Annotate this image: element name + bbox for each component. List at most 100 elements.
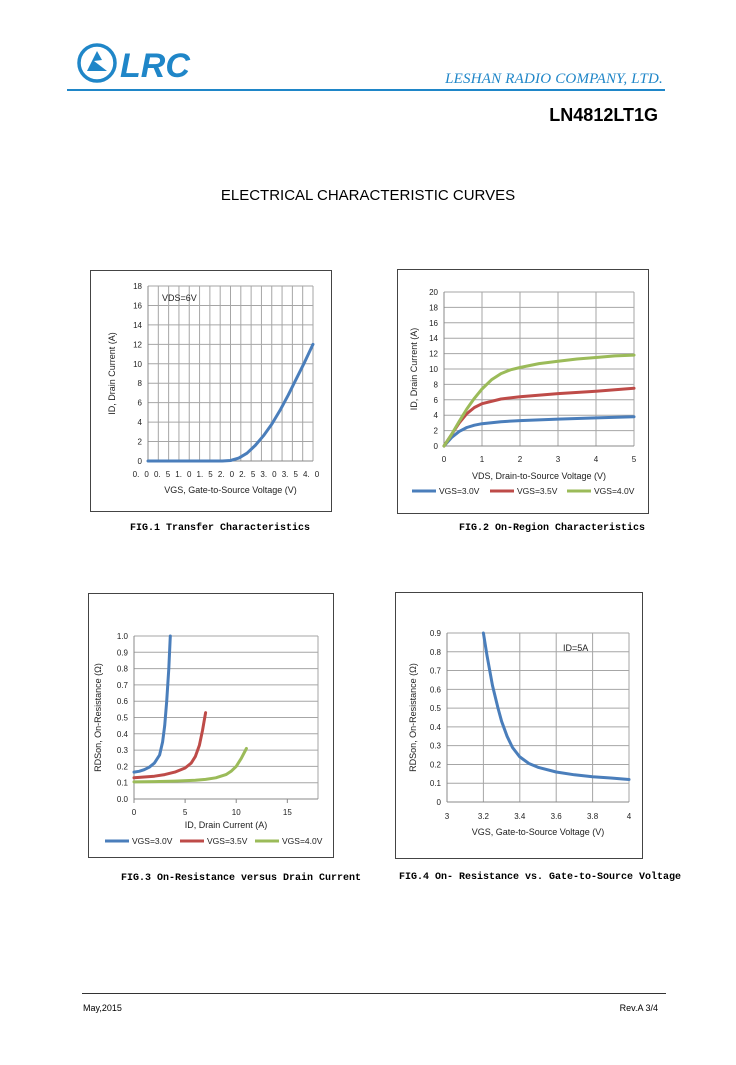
fig3-x-axis-label: ID, Drain Current (A) (185, 820, 268, 830)
fig3-x-tick-label: 5 (183, 808, 188, 817)
fig1-y-tick-label: 4 (138, 418, 143, 427)
fig4-y-tick-label: 0.1 (430, 779, 442, 788)
fig4-y-tick-label: 0.3 (430, 742, 442, 751)
fig1-x-tick-label: 5 (293, 470, 298, 479)
fig4-y-tick-label: 0.4 (430, 723, 442, 732)
fig4-x-tick-label: 3.4 (514, 812, 526, 821)
fig3-legend-label: VGS=4.0V (282, 836, 323, 846)
fig1-y-tick-label: 8 (138, 379, 143, 388)
fig2-y-tick-label: 18 (429, 303, 438, 312)
fig4-y-tick-label: 0.7 (430, 667, 442, 676)
fig3-y-tick-label: 0.4 (117, 730, 129, 739)
fig2-chart: 0 2 4 6 8 10 12 14 16 18 20 0 1 2 3 4 5 VDS, Drain-to-Sou… (397, 269, 649, 514)
fig1-y-axis-label: ID, Drain Current (A) (107, 332, 117, 415)
fig1-y-tick-label: 16 (133, 301, 142, 310)
fig2-y-tick-label: 4 (434, 411, 439, 420)
fig3-y-tick-label: 0.6 (117, 697, 129, 706)
fig3-y-tick-label: 0.1 (117, 779, 129, 788)
fig1-y-tick-label: 18 (133, 282, 142, 291)
fig2-y-tick-label: 0 (434, 442, 439, 451)
fig2-legend-label: VGS=3.0V (439, 486, 480, 496)
fig1-y-tick-label: 2 (138, 438, 143, 447)
fig2-x-tick-label: 1 (480, 455, 485, 464)
fig3-caption: FIG.3 On-Resistance versus Drain Current (121, 873, 362, 884)
fig2-y-tick-label: 8 (434, 380, 439, 389)
fig1-x-axis-label: VGS, Gate-to-Source Voltage (V) (164, 485, 297, 495)
fig2-series-line-0 (442, 415, 636, 448)
fig2-y-tick-label: 12 (429, 350, 438, 359)
footer-revision: Rev.A 3/4 (619, 1003, 658, 1013)
fig2-legend-label: VGS=4.0V (594, 486, 635, 496)
fig2-y-tick-label: 16 (429, 319, 438, 328)
fig1-series-line-0 (146, 342, 315, 463)
fig1-y-tick-label: 6 (138, 399, 143, 408)
fig1-caption: FIG.1 Transfer Characteristics (130, 523, 311, 534)
fig2-y-tick-label: 14 (429, 334, 438, 343)
footer-rule (82, 993, 666, 994)
fig1-x-tick-label: 3. (260, 470, 267, 479)
fig2-x-tick-label: 3 (556, 455, 561, 464)
fig2-series-line-2 (442, 353, 636, 448)
fig4-chart: 0 0.1 0.2 0.3 0.4 0.5 0.6 0.7 0.8 0.9 3 3.2 3.4 3.6 3.… (395, 592, 643, 859)
fig1-x-tick-label: 1. (197, 470, 204, 479)
fig1-x-tick-label: 0 (187, 470, 192, 479)
fig2-y-tick-label: 6 (434, 396, 439, 405)
fig3-x-tick-label: 15 (283, 808, 292, 817)
fig4-x-tick-label: 4 (627, 812, 632, 821)
fig2-y-tick-label: 20 (429, 288, 438, 297)
fig1-chart: 0 2 4 6 8 10 12 14 16 18 0. 0 0. 5 1. 0 1. 5 2. 0 2. 5 3. 0 3. 5 4… (90, 270, 332, 512)
fig1-annotation: VDS=6V (162, 293, 197, 303)
fig4-y-tick-label: 0.9 (430, 629, 442, 638)
fig4-x-tick-label: 3.2 (478, 812, 490, 821)
fig1-x-tick-label: 0 (230, 470, 235, 479)
fig3-y-tick-label: 0.2 (117, 762, 129, 771)
fig4-y-tick-label: 0.2 (430, 760, 442, 769)
fig3-y-tick-label: 0.7 (117, 681, 129, 690)
fig1-x-tick-label: 4. (303, 470, 310, 479)
fig1-y-tick-label: 0 (138, 457, 143, 466)
fig3-y-axis-label: RDSon, On-Resistance (Ω) (93, 663, 103, 772)
fig3-y-tick-label: 0.3 (117, 746, 129, 755)
fig2-legend-label: VGS=3.5V (517, 486, 558, 496)
fig3-x-tick-label: 0 (132, 808, 137, 817)
fig2-x-axis-label: VDS, Drain-to-Source Voltage (V) (472, 471, 606, 481)
fig4-annotation: ID=5A (563, 643, 588, 653)
fig1-x-tick-label: 0 (144, 470, 149, 479)
fig1-y-tick-label: 12 (133, 340, 142, 349)
fig4-caption: FIG.4 On- Resistance vs. Gate-to-Source … (399, 872, 682, 883)
fig1-x-tick-label: 1. (175, 470, 182, 479)
fig2-y-tick-label: 2 (434, 427, 439, 436)
fig3-y-tick-label: 1.0 (117, 632, 129, 641)
footer-date: May,2015 (83, 1003, 122, 1013)
fig3-y-tick-label: 0.8 (117, 665, 129, 674)
part-number: LN4812LT1G (549, 105, 658, 125)
fig3-legend-label: VGS=3.0V (132, 836, 173, 846)
logo-text: LRC (120, 47, 190, 85)
header-rule (67, 89, 665, 91)
fig4-x-tick-label: 3.8 (587, 812, 599, 821)
lrc-logo: LRC (77, 43, 190, 85)
fig3-y-tick-label: 0.9 (117, 648, 129, 657)
fig3-x-tick-label: 10 (232, 808, 241, 817)
company-name: LESHAN RADIO COMPANY, LTD. (445, 71, 663, 87)
fig2-x-tick-label: 0 (442, 455, 447, 464)
fig4-y-axis-label: RDSon, On-Resistance (Ω) (408, 663, 418, 772)
fig1-x-tick-label: 2. (239, 470, 246, 479)
fig2-x-tick-label: 5 (632, 455, 637, 464)
fig1-y-tick-label: 10 (133, 360, 142, 369)
fig4-x-tick-label: 3.6 (551, 812, 563, 821)
fig4-x-axis-label: VGS, Gate-to-Source Voltage (V) (472, 827, 605, 837)
fig4-x-tick-label: 3 (445, 812, 450, 821)
fig1-x-tick-label: 5 (251, 470, 256, 479)
fig3-series-line-2 (132, 747, 248, 784)
fig1-x-tick-label: 2. (218, 470, 225, 479)
fig1-x-tick-label: 3. (282, 470, 289, 479)
section-title: ELECTRICAL CHARACTERISTIC CURVES (220, 187, 516, 204)
fig3-legend-label: VGS=3.5V (207, 836, 248, 846)
fig3-series-line-1 (132, 711, 208, 780)
fig1-x-tick-label: 0. (154, 470, 161, 479)
fig2-x-tick-label: 2 (518, 455, 523, 464)
fig1-x-tick-label: 5 (166, 470, 171, 479)
fig4-y-tick-label: 0.6 (430, 685, 442, 694)
fig4-series-line-0 (481, 631, 631, 781)
